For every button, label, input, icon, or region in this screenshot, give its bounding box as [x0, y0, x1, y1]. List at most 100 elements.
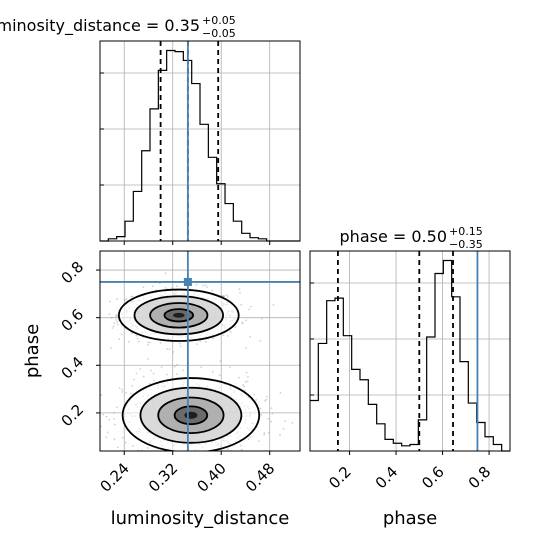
sample-point [108, 313, 111, 316]
sample-point [131, 295, 134, 298]
sample-point [282, 427, 285, 430]
sample-point [136, 337, 139, 340]
x-tick-label-phase: 0.2 [325, 463, 355, 493]
sample-point [74, 300, 76, 302]
sample-point [100, 394, 103, 396]
sample-point [118, 338, 121, 340]
sample-point [142, 286, 145, 289]
sample-point [263, 432, 266, 434]
sample-point [168, 454, 170, 456]
sample-point [238, 288, 241, 291]
sample-point [173, 365, 176, 368]
sample-point [187, 459, 189, 461]
luminosity-distance-title-lower: −0.05 [202, 27, 236, 40]
sample-point [227, 335, 229, 337]
sample-point [113, 423, 116, 426]
sample-point [271, 412, 274, 415]
sample-point [113, 411, 116, 414]
sample-point [132, 378, 135, 381]
sample-point [115, 406, 118, 409]
sample-point [272, 304, 275, 306]
sample-point [93, 301, 95, 303]
sample-point [138, 340, 140, 343]
contour-line [163, 308, 195, 323]
sample-point [202, 284, 204, 287]
sample-point [147, 358, 149, 360]
sample-point [131, 332, 133, 335]
sample-point [291, 422, 294, 424]
sample-point [259, 407, 262, 410]
sample-point [208, 452, 210, 454]
sample-point [207, 463, 209, 465]
sample-point [109, 300, 111, 303]
sample-point [182, 369, 184, 372]
contour-line [133, 295, 224, 336]
sample-point [152, 455, 154, 457]
sample-point [222, 334, 225, 336]
contour-line [121, 377, 261, 451]
sample-point [91, 311, 93, 313]
sample-point [223, 295, 225, 297]
sample-point [147, 341, 150, 344]
sample-point [147, 447, 149, 449]
sample-point [245, 319, 248, 322]
sample-point [190, 459, 192, 461]
sample-point [121, 437, 124, 439]
sample-point [130, 295, 133, 298]
sample-point [240, 448, 243, 451]
sample-point [248, 308, 250, 311]
sample-point [220, 294, 223, 297]
sample-point [115, 318, 118, 321]
sample-point [106, 431, 109, 434]
sample-point [176, 373, 179, 376]
contour-line [157, 396, 225, 434]
histogram-step-line [100, 49, 300, 242]
sample-point [266, 395, 268, 398]
sample-point [166, 348, 169, 350]
sample-point [265, 398, 268, 401]
sample-point [125, 391, 127, 394]
sample-point [259, 340, 262, 342]
sample-point [114, 315, 117, 318]
sample-point [178, 454, 180, 456]
sample-point [176, 363, 178, 366]
sample-point [234, 326, 237, 328]
density-fill [173, 312, 185, 318]
sample-point [116, 321, 118, 323]
sample-point [116, 446, 119, 449]
sample-point [193, 456, 195, 458]
luminosity-distance-title-upper: +0.05 [202, 14, 236, 27]
sample-point [200, 366, 203, 369]
sample-point [204, 284, 207, 287]
sample-point [105, 436, 108, 439]
sample-point [245, 347, 248, 350]
sample-point [172, 351, 175, 353]
sample-point [159, 341, 162, 344]
sample-point [120, 333, 123, 336]
sample-point [240, 444, 242, 447]
sample-point [229, 330, 232, 333]
sample-point [135, 334, 138, 337]
phase-histogram-panel: 0.2 0.4 0.6 0.8 [309, 250, 511, 493]
sample-point [239, 292, 241, 294]
sample-point [146, 344, 149, 346]
x-tick-label-ld: 0.24 [97, 459, 133, 495]
contour-line [173, 405, 209, 426]
sample-point [143, 467, 145, 469]
sample-point [211, 370, 214, 373]
sample-point [121, 391, 123, 393]
sample-point [225, 294, 228, 297]
x-axis-label-luminosity-distance: luminosity_distance [111, 508, 290, 529]
sample-point [164, 272, 167, 274]
sample-point [250, 305, 252, 308]
sample-point [197, 456, 199, 458]
x-tick-label-phase: 0.8 [465, 463, 495, 493]
x-tick-label-ld: 0.40 [194, 459, 230, 495]
sample-point [131, 385, 134, 387]
sample-point [238, 376, 240, 379]
sample-point [261, 317, 263, 320]
sample-point [171, 287, 173, 289]
density-fill [184, 411, 198, 419]
sample-point [246, 380, 249, 383]
sample-point [202, 452, 204, 454]
